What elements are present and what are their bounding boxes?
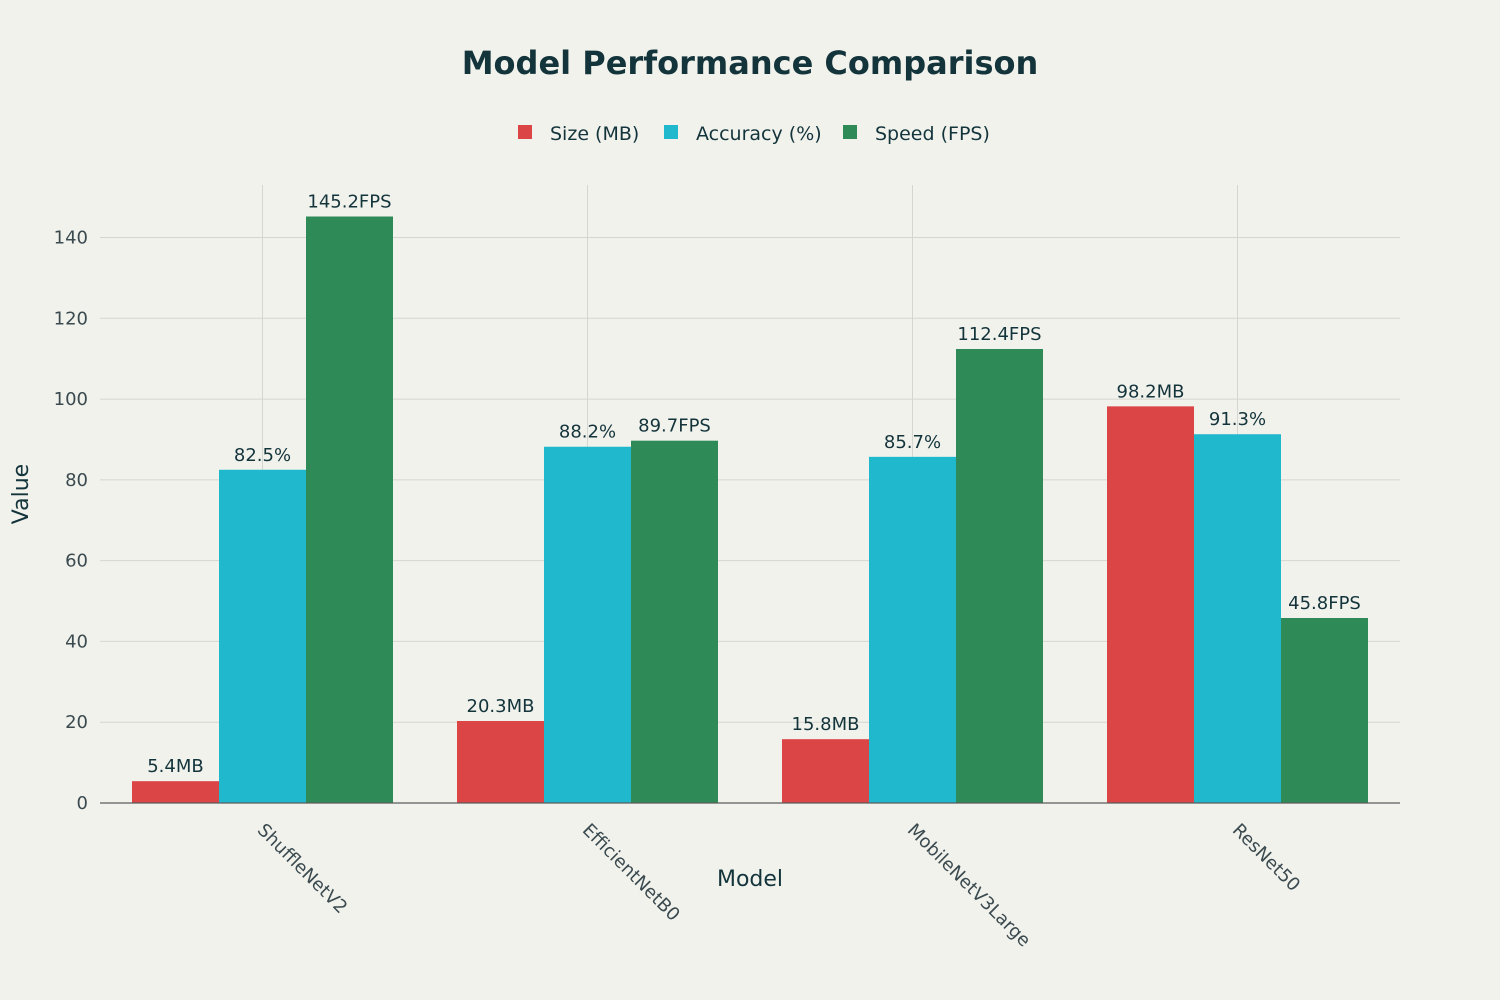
y-tick-label-80: 80 (65, 470, 88, 491)
bar-accuracy-resnet50 (1194, 434, 1281, 803)
data-label-size-mb-resnet50: 98.2MB (1117, 381, 1185, 402)
bar-speed-fps-mobilenetv3large (956, 348, 1043, 803)
y-tick-label-120: 120 (54, 308, 88, 329)
data-label-accuracy-shufflenetv2: 82.5% (234, 445, 291, 466)
legend-swatch-accuracy (664, 125, 678, 139)
data-label-speed-fps-efficientnetb0: 89.7FPS (638, 416, 711, 437)
chart-title: Model Performance Comparison (462, 44, 1039, 82)
bar-accuracy-mobilenetv3large (869, 456, 956, 803)
y-tick-label-20: 20 (65, 712, 88, 733)
y-tick-label-0: 0 (77, 793, 88, 814)
legend-swatch-speed-fps (843, 125, 857, 139)
y-axis-ticks: 0 20 40 60 80 100 120 140 (54, 228, 88, 814)
data-label-size-mb-efficientnetb0: 20.3MB (467, 696, 535, 717)
bar-size-mb-mobilenetv3large (782, 739, 869, 803)
y-axis-label: Value (9, 464, 34, 524)
data-label-accuracy-mobilenetv3large: 85.7% (884, 432, 941, 453)
data-label-accuracy-resnet50: 91.3% (1209, 409, 1266, 430)
data-label-accuracy-efficientnetb0: 88.2% (559, 422, 616, 443)
data-label-speed-fps-shufflenetv2: 145.2FPS (307, 192, 391, 213)
bar-size-mb-shufflenetv2 (132, 781, 219, 803)
y-tick-label-40: 40 (65, 631, 88, 652)
bar-accuracy-shufflenetv2 (219, 469, 306, 803)
legend-swatch-size-mb (518, 125, 532, 139)
legend-label-speed-fps: Speed (FPS) (875, 123, 990, 145)
y-tick-label-60: 60 (65, 551, 88, 572)
bar-size-mb-efficientnetb0 (457, 721, 544, 803)
x-axis-label: Model (717, 867, 783, 892)
data-label-speed-fps-resnet50: 45.8FPS (1288, 593, 1361, 614)
bar-speed-fps-resnet50 (1281, 618, 1368, 803)
bar-speed-fps-efficientnetb0 (631, 440, 718, 803)
data-labels: 5.4MB 82.5% 145.2FPS 20.3MB 88.2% 89.7FPS 15.8… (147, 192, 1361, 778)
data-label-speed-fps-mobilenetv3large: 112.4FPS (957, 324, 1041, 345)
data-label-size-mb-mobilenetv3large: 15.8MB (792, 714, 860, 735)
y-tick-label-100: 100 (54, 389, 88, 410)
y-tick-label-140: 140 (54, 228, 88, 249)
legend-label-accuracy: Accuracy (%) (696, 123, 822, 145)
bar-speed-fps-shufflenetv2 (306, 216, 393, 804)
data-label-size-mb-shufflenetv2: 5.4MB (147, 756, 204, 777)
bar-accuracy-efficientnetb0 (544, 446, 631, 803)
legend: Size (MB) Accuracy (%) Speed (FPS) (518, 123, 990, 145)
bars (132, 216, 1368, 804)
bar-size-mb-resnet50 (1107, 406, 1194, 803)
legend-label-size-mb: Size (MB) (550, 123, 639, 145)
